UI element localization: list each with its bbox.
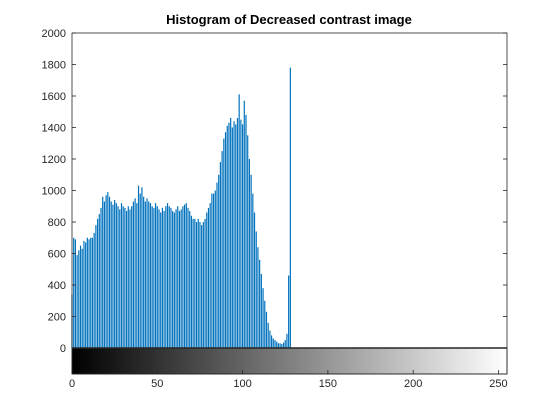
colorbar-strip bbox=[71, 347, 508, 375]
axes-box bbox=[71, 32, 508, 375]
y-tick-label: 600 bbox=[48, 249, 66, 261]
y-tick-label: 800 bbox=[48, 217, 66, 229]
axes-group: 0 200 400 600 800 1000 1200 1400 1600 1800 2000 0 50… bbox=[42, 28, 508, 390]
bars-group bbox=[71, 67, 291, 348]
y-tick-label: 400 bbox=[48, 280, 66, 292]
x-tick-label: 100 bbox=[233, 378, 251, 390]
y-tick-label: 1600 bbox=[42, 91, 66, 103]
x-tick-label: 0 bbox=[69, 378, 75, 390]
x-tick-label: 150 bbox=[319, 378, 337, 390]
y-tick-label: 200 bbox=[48, 312, 66, 324]
y-tick-label: 1400 bbox=[42, 123, 66, 135]
x-tick-label: 200 bbox=[404, 378, 422, 390]
y-tick-label: 2000 bbox=[42, 28, 66, 40]
y-tick-label: 1200 bbox=[42, 154, 66, 166]
x-tick-label: 50 bbox=[151, 378, 163, 390]
y-tick-label: 1800 bbox=[42, 60, 66, 72]
chart-title: Histogram of Decreased contrast image bbox=[166, 12, 412, 27]
y-tick-label: 1000 bbox=[42, 186, 66, 198]
colorbar bbox=[71, 347, 508, 375]
y-tick-label: 0 bbox=[60, 343, 66, 355]
x-tick-label: 250 bbox=[489, 378, 507, 390]
